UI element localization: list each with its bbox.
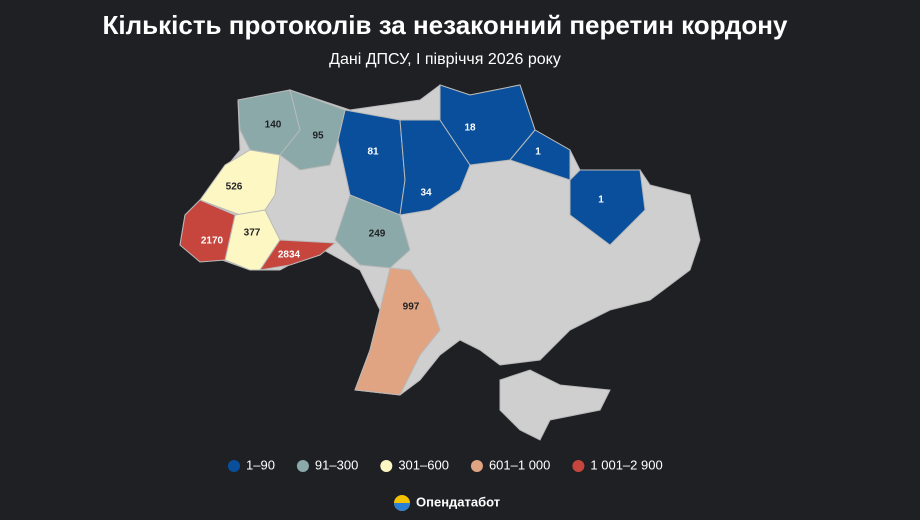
legend-item: 1 001–2 900 (572, 457, 663, 472)
legend-swatch (380, 460, 393, 472)
crimea (499, 369, 611, 441)
region (354, 267, 441, 396)
source-label: Опендатабот (416, 494, 500, 509)
value-label: 1 (535, 147, 541, 158)
legend-label: 91–300 (315, 457, 358, 472)
value-label: 34 (420, 188, 432, 199)
legend-label: 1–90 (246, 457, 275, 472)
source: Опендатабот (394, 494, 500, 511)
legend-label: 301–600 (398, 457, 449, 472)
legend-swatch (470, 460, 483, 472)
chart-title: Кількість протоколів за незаконний перет… (103, 10, 788, 40)
legend: 1–90 91–300 301–600 601–1 000 1 001–2 900 (228, 457, 663, 472)
region (258, 239, 337, 271)
region (179, 199, 236, 263)
legend-swatch (572, 460, 585, 472)
regions: 81 34 18 1 1 140 95 249 526 377 997 2170 2834 (179, 84, 646, 396)
value-label: 95 (312, 131, 324, 142)
legend-label: 601–1 000 (489, 457, 550, 472)
legend-item: 301–600 (380, 457, 449, 472)
source-icon-half (394, 503, 410, 511)
legend-item: 91–300 (296, 457, 358, 472)
region (569, 169, 646, 246)
value-label: 1 (598, 195, 604, 206)
region (279, 89, 346, 171)
value-label: 81 (367, 147, 379, 158)
value-label: 526 (226, 182, 243, 193)
chart-subtitle: Дані ДПСУ, І півріччя 2026 року (329, 51, 561, 68)
region (509, 129, 571, 181)
legend-item: 601–1 000 (470, 457, 550, 472)
legend-label: 1 001–2 900 (590, 457, 662, 472)
value-label: 377 (244, 228, 261, 239)
legend-item: 1–90 (228, 457, 275, 472)
value-label: 140 (265, 120, 282, 131)
value-label: 2170 (201, 236, 224, 247)
value-label: 249 (369, 229, 386, 240)
value-label: 2834 (278, 250, 301, 261)
value-label: 997 (403, 302, 420, 313)
legend-swatch (228, 460, 240, 472)
value-label: 18 (464, 123, 476, 134)
legend-swatch (296, 460, 309, 472)
